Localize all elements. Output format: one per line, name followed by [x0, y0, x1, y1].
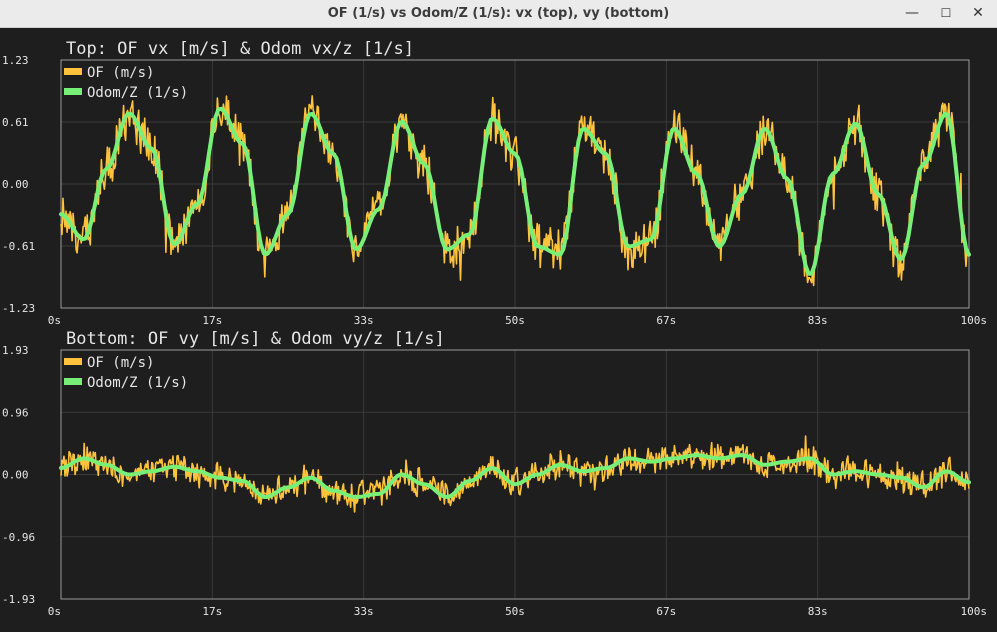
top-x-tick-label: 0s: [48, 314, 61, 327]
bottom-legend-label: Odom/Z (1/s): [87, 375, 188, 391]
top-y-tick-label: 1.23: [2, 54, 29, 67]
bottom-x-tick-label: 100s: [961, 605, 988, 618]
bottom-legend-swatch: [64, 358, 82, 365]
bottom-x-tick-label: 67s: [656, 605, 676, 618]
top-x-tick-label: 100s: [961, 314, 988, 327]
bottom-x-tick-label: 17s: [202, 605, 222, 618]
top-series-odom-line: [59, 106, 971, 276]
bottom-x-tick-label: 33s: [354, 605, 374, 618]
top-y-tick-label: 0.61: [2, 116, 29, 129]
bottom-series-odom-line: [59, 453, 971, 499]
bottom-y-tick-label: -0.96: [2, 531, 35, 544]
top-chart-title: Top: OF vx [m/s] & Odom vx/z [1/s]: [66, 39, 414, 59]
top-x-tick-label: 17s: [202, 314, 222, 327]
window-maximize-icon[interactable]: ☐: [940, 6, 952, 20]
bottom-legend-label: OF (m/s): [87, 355, 154, 371]
top-panel: Top: OF vx [m/s] & Odom vx/z [1/s] 0s 17s 3…: [2, 39, 987, 327]
top-x-tick-label: 50s: [505, 314, 525, 327]
window-close-icon[interactable]: ✕: [972, 5, 984, 21]
top-plot-frame: [60, 59, 970, 309]
window-minimize-icon[interactable]: —: [905, 5, 919, 21]
top-x-tick-label: 67s: [656, 314, 676, 327]
bottom-y-tick-label: 0.96: [2, 406, 29, 419]
bottom-y-tick-label: 0.00: [2, 469, 29, 482]
top-x-tick-label: 33s: [354, 314, 374, 327]
bottom-x-tick-label: 0s: [48, 605, 61, 618]
bottom-panel: Bottom: OF vy [m/s] & Odom vy/z [1/s] 0s 1…: [2, 329, 987, 618]
top-y-tick-label: 0.00: [2, 178, 29, 191]
top-legend-swatch: [64, 68, 82, 75]
top-y-tick-label: -1.23: [2, 302, 35, 315]
bottom-x-tick-label: 50s: [505, 605, 525, 618]
top-y-tick-label: -0.61: [2, 240, 35, 253]
top-x-tick-label: 83s: [808, 314, 828, 327]
bottom-x-tick-label: 83s: [808, 605, 828, 618]
top-legend-swatch: [64, 88, 82, 95]
plot-canvas: Top: OF vx [m/s] & Odom vx/z [1/s] 0s 17s 3…: [2, 39, 987, 618]
bottom-chart-title: Bottom: OF vy [m/s] & Odom vy/z [1/s]: [66, 329, 445, 349]
top-legend-label: Odom/Z (1/s): [87, 85, 188, 101]
bottom-legend-swatch: [64, 378, 82, 385]
window-titlebar: OF (1/s) vs Odom/Z (1/s): vx (top), vy (…: [0, 0, 997, 28]
bottom-y-tick-label: 1.93: [2, 344, 29, 357]
bottom-y-tick-label: -1.93: [2, 593, 35, 606]
window-title: OF (1/s) vs Odom/Z (1/s): vx (top), vy (…: [327, 6, 670, 21]
top-legend-label: OF (m/s): [87, 65, 154, 81]
